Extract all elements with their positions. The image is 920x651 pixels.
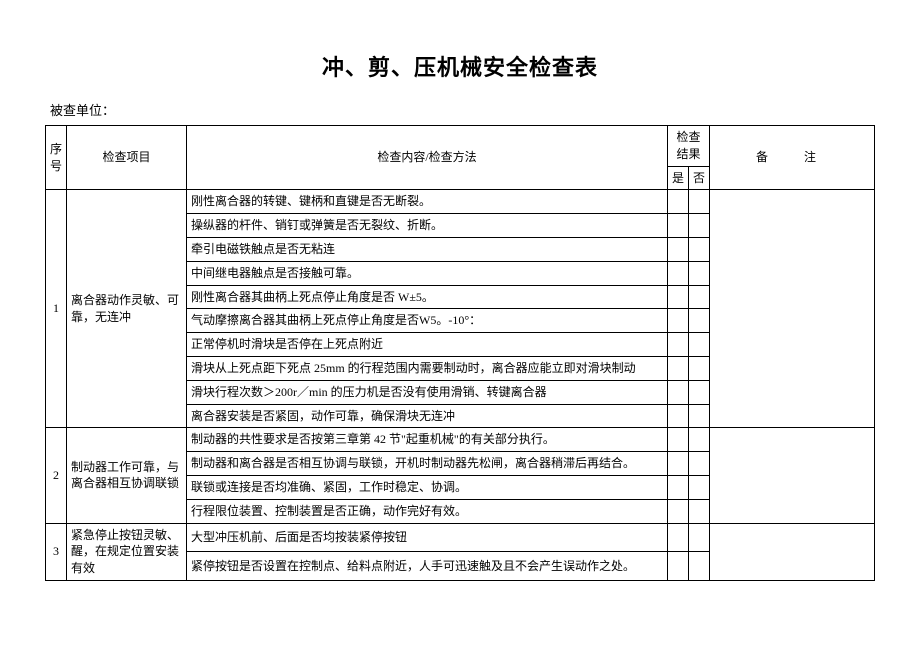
row-content: 联锁或连接是否均准确、紧固，工作时稳定、协调。 <box>187 475 668 499</box>
page-title: 冲、剪、压机械安全检查表 <box>45 50 875 82</box>
row-num: 1 <box>46 190 67 428</box>
header-item: 检查项目 <box>67 126 187 190</box>
result-yes-cell <box>667 309 688 333</box>
result-no-cell <box>688 214 709 238</box>
row-content: 滑块行程次数＞200r／min 的压力机是否没有使用滑销、转键离合器 <box>187 380 668 404</box>
result-no-cell <box>688 190 709 214</box>
row-content: 牵引电磁铁触点是否无粘连 <box>187 237 668 261</box>
result-no-cell <box>688 499 709 523</box>
row-num: 2 <box>46 428 67 523</box>
result-yes-cell <box>667 261 688 285</box>
remark-cell <box>710 523 875 580</box>
result-yes-cell <box>667 285 688 309</box>
result-no-cell <box>688 285 709 309</box>
result-yes-cell <box>667 499 688 523</box>
row-content: 正常停机时滑块是否停在上死点附近 <box>187 333 668 357</box>
table-row: 3紧急停止按钮灵敏、醒，在规定位置安装有效大型冲压机前、后面是否均按装紧停按钮 <box>46 523 875 552</box>
row-content: 刚性离合器的转键、键柄和直键是否无断裂。 <box>187 190 668 214</box>
row-content: 制动器的共性要求是否按第三章第 42 节"起重机械"的有关部分执行。 <box>187 428 668 452</box>
row-content: 刚性离合器其曲柄上死点停止角度是否 W±5。 <box>187 285 668 309</box>
result-no-cell <box>688 428 709 452</box>
row-item: 离合器动作灵敏、可靠，无连冲 <box>67 190 187 428</box>
result-yes-cell <box>667 552 688 581</box>
header-remark: 备 注 <box>710 126 875 190</box>
remark-cell <box>710 428 875 523</box>
row-content: 大型冲压机前、后面是否均按装紧停按钮 <box>187 523 668 552</box>
result-yes-cell <box>667 404 688 428</box>
header-num: 序号 <box>46 126 67 190</box>
table-row: 2制动器工作可靠，与离合器相互协调联锁制动器的共性要求是否按第三章第 42 节"… <box>46 428 875 452</box>
result-yes-cell <box>667 190 688 214</box>
row-content: 气动摩擦离合器其曲柄上死点停止角度是否W5。-10°： <box>187 309 668 333</box>
result-yes-cell <box>667 237 688 261</box>
result-no-cell <box>688 237 709 261</box>
row-content: 操纵器的杆件、销钉或弹簧是否无裂纹、折断。 <box>187 214 668 238</box>
row-content: 行程限位装置、控制装置是否正确，动作完好有效。 <box>187 499 668 523</box>
row-content: 离合器安装是否紧固，动作可靠，确保滑块无连冲 <box>187 404 668 428</box>
row-content: 滑块从上死点距下死点 25mm 的行程范围内需要制动时，离合器应能立即对滑块制动 <box>187 356 668 380</box>
result-no-cell <box>688 356 709 380</box>
row-num: 3 <box>46 523 67 580</box>
table-row: 1离合器动作灵敏、可靠，无连冲刚性离合器的转键、键柄和直键是否无断裂。 <box>46 190 875 214</box>
header-no: 否 <box>688 166 709 190</box>
result-no-cell <box>688 475 709 499</box>
result-yes-cell <box>667 475 688 499</box>
header-yes: 是 <box>667 166 688 190</box>
header-result: 检查结果 <box>667 126 709 167</box>
header-content: 检查内容/检查方法 <box>187 126 668 190</box>
row-content: 制动器和离合器是否相互协调与联锁，开机时制动器先松闸，离合器稍滞后再结合。 <box>187 452 668 476</box>
row-content: 紧停按钮是否设置在控制点、给料点附近，人手可迅速触及且不会产生误动作之处。 <box>187 552 668 581</box>
result-no-cell <box>688 523 709 552</box>
row-item: 制动器工作可靠，与离合器相互协调联锁 <box>67 428 187 523</box>
result-yes-cell <box>667 523 688 552</box>
result-yes-cell <box>667 380 688 404</box>
row-content: 中间继电器触点是否接触可靠。 <box>187 261 668 285</box>
result-yes-cell <box>667 452 688 476</box>
result-no-cell <box>688 380 709 404</box>
result-no-cell <box>688 261 709 285</box>
result-no-cell <box>688 404 709 428</box>
unit-label: 被查单位： <box>50 100 875 119</box>
result-yes-cell <box>667 356 688 380</box>
inspection-table: 序号 检查项目 检查内容/检查方法 检查结果 备 注 是 否 1离合器动作灵敏、… <box>45 125 875 581</box>
result-yes-cell <box>667 428 688 452</box>
result-no-cell <box>688 452 709 476</box>
result-no-cell <box>688 333 709 357</box>
result-no-cell <box>688 309 709 333</box>
result-yes-cell <box>667 333 688 357</box>
row-item: 紧急停止按钮灵敏、醒，在规定位置安装有效 <box>67 523 187 580</box>
result-yes-cell <box>667 214 688 238</box>
result-no-cell <box>688 552 709 581</box>
remark-cell <box>710 190 875 428</box>
